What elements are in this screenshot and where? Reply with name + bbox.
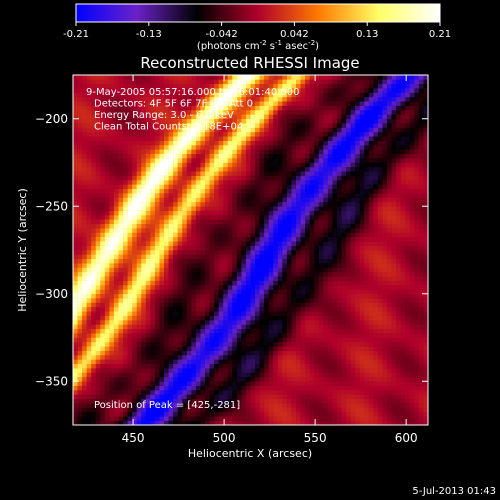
annotation-line: Energy Range: 3.0 - 6.0 keV bbox=[94, 110, 234, 121]
colorbar-tick-label: 0.042 bbox=[280, 29, 309, 40]
colorbar-tick-label: 0.13 bbox=[356, 29, 378, 40]
colorbar-tick-label: -0.21 bbox=[63, 29, 89, 40]
y-axis: −200 −250 −300 −350 bbox=[35, 112, 428, 388]
chart-title: Reconstructed RHESSI Image bbox=[140, 54, 359, 72]
colorbar-tick-label: -0.042 bbox=[205, 29, 237, 40]
colorbar-units-label: (photons cm-2 s-1 asec-2) bbox=[197, 39, 319, 52]
y-axis-label: Heliocentric Y (arcsec) bbox=[16, 188, 29, 312]
timestamp: 5-Jul-2013 01:43 bbox=[412, 486, 496, 497]
y-tick-label: −250 bbox=[35, 199, 68, 213]
x-tick-label: 550 bbox=[304, 431, 327, 445]
x-axis: 450 500 550 600 bbox=[122, 75, 418, 445]
colorbar bbox=[75, 3, 441, 23]
heatmap-image bbox=[73, 75, 428, 425]
x-tick-label: 600 bbox=[395, 431, 418, 445]
colorbar-tick-label: 0.21 bbox=[429, 29, 451, 40]
annotation-line: 9-May-2005 05:57:16.000 to 06:01:40.000 bbox=[86, 87, 299, 98]
x-tick-label: 500 bbox=[213, 431, 236, 445]
y-tick-label: −200 bbox=[35, 112, 68, 126]
plot-frame bbox=[72, 74, 429, 426]
colorbar-ticks: -0.21 -0.13 -0.042 0.042 0.13 0.21 bbox=[63, 22, 451, 40]
annotation-line: Detectors: 4F 5F 6F 7F 8F, Att 0 bbox=[94, 99, 253, 110]
x-tick-label: 450 bbox=[122, 431, 145, 445]
colorbar-tick-label: -0.13 bbox=[136, 29, 162, 40]
y-tick-label: −350 bbox=[35, 374, 68, 388]
x-axis-label: Heliocentric X (arcsec) bbox=[188, 447, 312, 460]
y-tick-label: −300 bbox=[35, 287, 68, 301]
peak-position-label: Position of Peak = [425,-281] bbox=[94, 400, 240, 411]
annotation-line: Clean Total Counts: 2.18E+04 bbox=[94, 122, 243, 133]
annotations: 9-May-2005 05:57:16.000 to 06:01:40.000D… bbox=[86, 87, 299, 133]
